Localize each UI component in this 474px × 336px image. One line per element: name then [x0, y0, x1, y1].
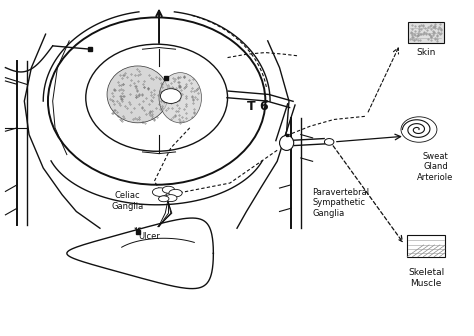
Bar: [407, 235, 445, 257]
Ellipse shape: [158, 196, 169, 202]
Bar: [408, 23, 444, 43]
Ellipse shape: [280, 135, 294, 151]
Ellipse shape: [153, 188, 167, 196]
Circle shape: [160, 89, 181, 103]
Ellipse shape: [169, 190, 182, 197]
Text: Celiac
Ganglia: Celiac Ganglia: [111, 192, 144, 211]
Text: Sweat
Gland
Arteriole: Sweat Gland Arteriole: [417, 152, 454, 182]
Ellipse shape: [107, 66, 168, 123]
Circle shape: [324, 138, 334, 145]
Text: T 6: T 6: [247, 99, 269, 113]
Ellipse shape: [159, 73, 201, 123]
Ellipse shape: [86, 44, 228, 151]
Text: Skin: Skin: [416, 47, 436, 56]
Text: Ulcer: Ulcer: [138, 232, 160, 241]
Ellipse shape: [164, 195, 177, 202]
Text: Skeletal
Muscle: Skeletal Muscle: [408, 268, 444, 288]
Ellipse shape: [162, 186, 174, 193]
Text: Paravertebral
Sympathetic
Ganglia: Paravertebral Sympathetic Ganglia: [313, 188, 370, 218]
